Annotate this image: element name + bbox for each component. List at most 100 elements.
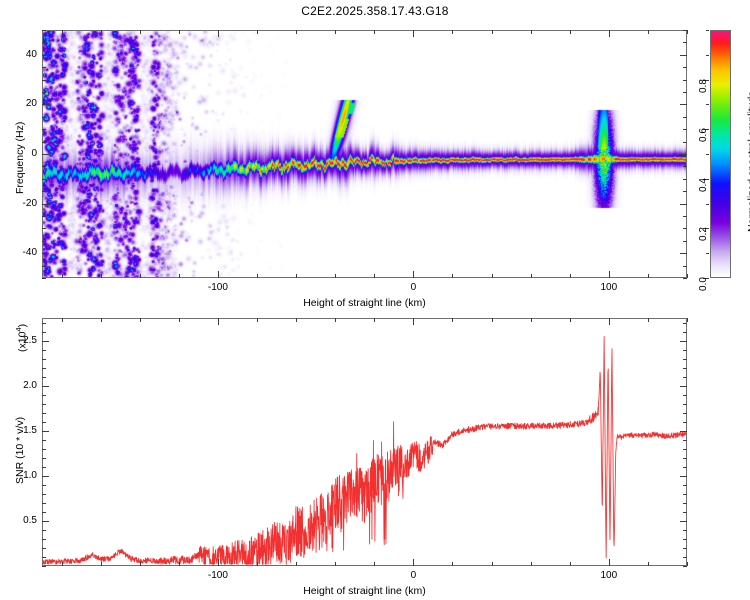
x-top-tick — [374, 318, 375, 322]
x-minor-tick — [296, 562, 297, 566]
y-major-tick — [42, 253, 49, 254]
exponent-power: 4 — [14, 327, 23, 332]
y-minor-tick — [42, 368, 46, 369]
y-right-tick — [683, 80, 687, 81]
y-minor-tick — [42, 449, 46, 450]
y-tick-label: 20 — [25, 98, 37, 110]
x-top-tick — [257, 318, 258, 322]
x-tick-label: 100 — [600, 570, 618, 581]
x-minor-tick — [257, 562, 258, 566]
colorbar-ramp — [711, 31, 730, 277]
snr-y-axis-label: SNR (10 * v/v) — [14, 416, 26, 484]
y-right-tick — [683, 548, 687, 549]
y-major-tick — [42, 431, 49, 432]
x-top-tick — [179, 30, 180, 34]
y-right-tick — [683, 494, 687, 495]
y-right-tick — [680, 154, 687, 155]
y-minor-tick — [42, 440, 46, 441]
y-right-tick — [683, 359, 687, 360]
x-top-tick — [452, 318, 453, 322]
x-top-tick — [492, 30, 493, 34]
y-minor-tick — [42, 42, 46, 43]
y-minor-tick — [42, 422, 46, 423]
y-right-tick — [683, 30, 687, 31]
colorbar-minor-tick — [706, 154, 709, 155]
x-top-tick — [179, 318, 180, 322]
y-right-tick — [680, 253, 687, 254]
y-minor-tick — [42, 179, 46, 180]
x-minor-tick — [179, 274, 180, 278]
y-major-tick — [42, 104, 49, 105]
y-minor-tick — [42, 332, 46, 333]
y-tick-label: 2.5 — [23, 334, 37, 346]
x-minor-tick — [492, 562, 493, 566]
exponent-tail: ) — [16, 323, 29, 328]
y-minor-tick — [42, 191, 46, 192]
x-top-tick — [218, 30, 219, 37]
y-right-tick — [683, 458, 687, 459]
y-minor-tick — [42, 404, 46, 405]
y-right-tick — [683, 266, 687, 267]
y-minor-tick — [42, 503, 46, 504]
y-right-tick — [683, 395, 687, 396]
x-tick-label: 100 — [600, 282, 618, 293]
x-tick-label: 0 — [410, 570, 417, 581]
x-major-tick — [609, 559, 610, 566]
y-right-tick — [680, 55, 687, 56]
y-right-tick — [683, 449, 687, 450]
x-top-tick — [648, 318, 649, 322]
y-minor-tick — [42, 413, 46, 414]
x-minor-tick — [140, 562, 141, 566]
snr-x-axis-label: Height of straight line (km) — [303, 585, 426, 597]
y-right-tick — [683, 166, 687, 167]
x-top-tick — [687, 318, 688, 322]
exponent-base: (x10 — [16, 331, 29, 352]
x-minor-tick — [531, 274, 532, 278]
y-right-tick — [680, 386, 687, 387]
x-top-tick — [570, 318, 571, 322]
colorbar-panel: 0.0 0.2 0.4 0.6 0.8 Normalized spectral ampli… — [698, 30, 750, 291]
x-top-tick — [140, 30, 141, 34]
y-minor-tick — [42, 80, 46, 81]
y-minor-tick — [42, 241, 46, 242]
y-right-tick — [683, 191, 687, 192]
x-top-tick — [531, 318, 532, 322]
y-right-tick — [683, 413, 687, 414]
y-major-tick — [42, 55, 49, 56]
x-minor-tick — [257, 274, 258, 278]
y-minor-tick — [42, 30, 46, 31]
x-minor-tick — [335, 274, 336, 278]
y-right-tick — [683, 485, 687, 486]
x-minor-tick — [374, 274, 375, 278]
x-minor-tick — [687, 274, 688, 278]
y-major-tick — [42, 521, 49, 522]
y-right-tick — [683, 512, 687, 513]
y-minor-tick — [42, 166, 46, 167]
colorbar-minor-tick — [706, 104, 709, 105]
y-major-tick — [42, 476, 49, 477]
x-top-tick — [609, 30, 610, 37]
y-minor-tick — [42, 350, 46, 351]
x-top-tick — [101, 318, 102, 322]
x-top-tick — [531, 30, 532, 34]
y-minor-tick — [42, 539, 46, 540]
y-right-tick — [683, 42, 687, 43]
x-top-tick — [609, 318, 610, 325]
x-top-tick — [140, 318, 141, 322]
x-minor-tick — [452, 274, 453, 278]
y-minor-tick — [42, 494, 46, 495]
x-top-tick — [257, 30, 258, 34]
x-top-tick — [413, 30, 414, 37]
y-minor-tick — [42, 129, 46, 130]
spectrogram-panel: -100 0 100 40 20 0 -20 -40 Height of straight li… — [14, 30, 688, 309]
colorbar-major-tick — [703, 80, 709, 81]
y-minor-tick — [42, 566, 46, 567]
y-right-tick — [683, 179, 687, 180]
y-right-tick — [683, 67, 687, 68]
figure-title: C2E2.2025.358.17.43.G18 — [301, 4, 449, 18]
y-right-tick — [680, 104, 687, 105]
x-top-tick — [296, 318, 297, 322]
y-right-tick — [683, 422, 687, 423]
x-top-tick — [452, 30, 453, 34]
